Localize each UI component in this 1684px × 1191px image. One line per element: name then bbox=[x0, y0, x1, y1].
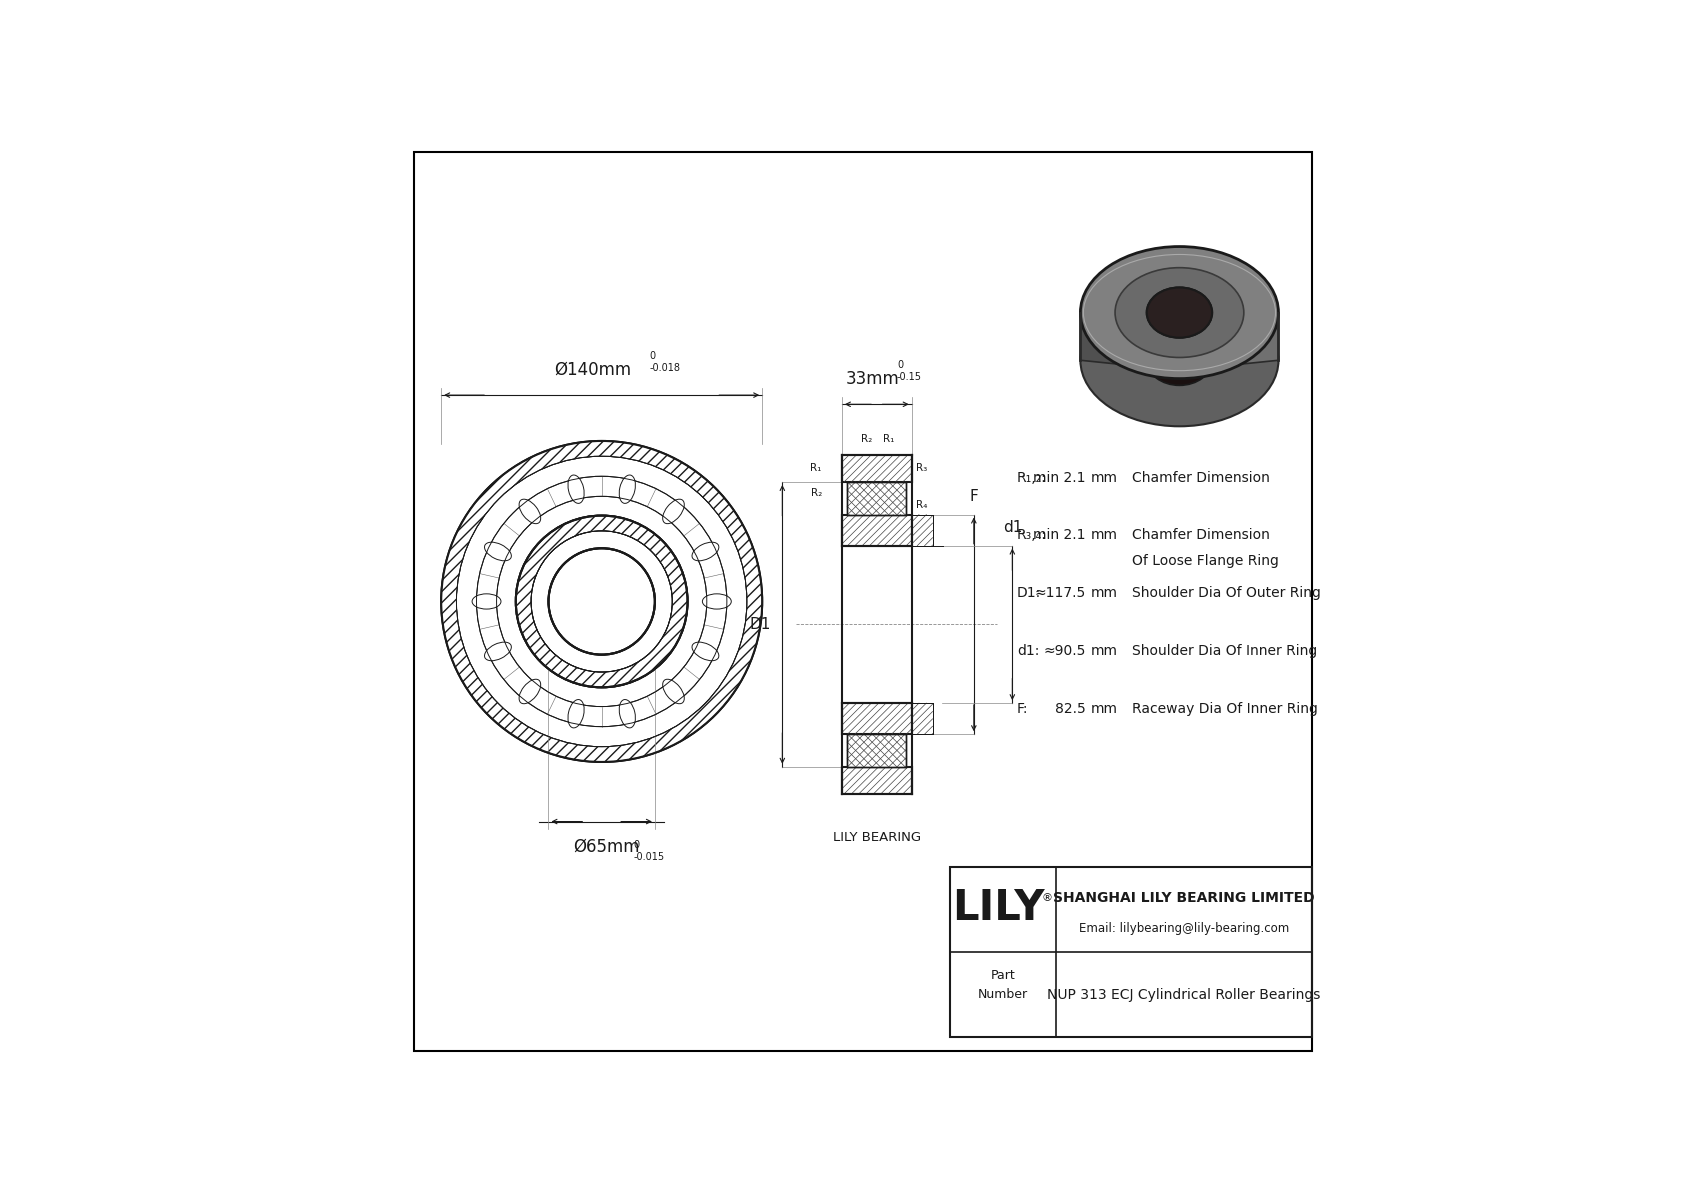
Text: Part
Number: Part Number bbox=[978, 969, 1027, 1002]
Text: R₂: R₂ bbox=[861, 434, 872, 444]
Ellipse shape bbox=[519, 499, 541, 524]
Text: R₂: R₂ bbox=[810, 487, 822, 498]
Text: ≈117.5: ≈117.5 bbox=[1034, 586, 1086, 600]
Text: 0: 0 bbox=[650, 351, 655, 361]
Bar bbox=[842, 767, 911, 794]
Ellipse shape bbox=[692, 542, 719, 561]
Text: F: F bbox=[970, 488, 978, 504]
Text: LILY BEARING: LILY BEARING bbox=[834, 831, 921, 843]
Bar bbox=[847, 482, 906, 515]
Ellipse shape bbox=[1081, 247, 1278, 379]
Text: Shoulder Dia Of Inner Ring: Shoulder Dia Of Inner Ring bbox=[1132, 644, 1317, 657]
Text: LILY: LILY bbox=[951, 887, 1044, 929]
Ellipse shape bbox=[485, 642, 512, 661]
Text: Raceway Dia Of Inner Ring: Raceway Dia Of Inner Ring bbox=[1132, 701, 1317, 716]
Text: mm: mm bbox=[1091, 701, 1118, 716]
Ellipse shape bbox=[568, 475, 584, 504]
Text: ≈90.5: ≈90.5 bbox=[1044, 644, 1086, 657]
Text: NUP 313 ECJ Cylindrical Roller Bearings: NUP 313 ECJ Cylindrical Roller Bearings bbox=[1047, 987, 1320, 1002]
Ellipse shape bbox=[1081, 294, 1278, 426]
Text: -0.015: -0.015 bbox=[633, 852, 665, 862]
Ellipse shape bbox=[1147, 287, 1212, 338]
Bar bbox=[842, 515, 911, 545]
Bar bbox=[842, 703, 911, 734]
Text: mm: mm bbox=[1091, 470, 1118, 485]
Text: 33mm: 33mm bbox=[845, 369, 899, 388]
Text: Email: lilybearing@lily-bearing.com: Email: lilybearing@lily-bearing.com bbox=[1079, 922, 1290, 935]
Bar bbox=[847, 734, 906, 767]
Text: min 2.1: min 2.1 bbox=[1034, 470, 1086, 485]
Text: D1:: D1: bbox=[1017, 586, 1041, 600]
Ellipse shape bbox=[1147, 287, 1212, 338]
Text: Ø140mm: Ø140mm bbox=[554, 361, 632, 379]
Bar bbox=[911, 515, 933, 545]
Text: R₁,₂:: R₁,₂: bbox=[1017, 470, 1047, 485]
Bar bbox=[911, 703, 933, 734]
Text: -0.15: -0.15 bbox=[898, 373, 921, 382]
Ellipse shape bbox=[1147, 335, 1212, 386]
Polygon shape bbox=[1214, 312, 1278, 367]
Text: R₁: R₁ bbox=[810, 463, 822, 473]
Polygon shape bbox=[1081, 312, 1145, 367]
Text: mm: mm bbox=[1091, 529, 1118, 542]
Ellipse shape bbox=[485, 542, 512, 561]
Text: mm: mm bbox=[1091, 644, 1118, 657]
Bar bbox=[842, 455, 911, 482]
Ellipse shape bbox=[620, 699, 635, 728]
Bar bbox=[950, 867, 1312, 1037]
Text: R₁: R₁ bbox=[884, 434, 894, 444]
Text: -0.018: -0.018 bbox=[650, 363, 680, 373]
Ellipse shape bbox=[568, 699, 584, 728]
Text: min 2.1: min 2.1 bbox=[1034, 529, 1086, 542]
Ellipse shape bbox=[472, 594, 500, 609]
Ellipse shape bbox=[663, 679, 684, 704]
Text: d1: d1 bbox=[1002, 519, 1022, 535]
Text: 82.5: 82.5 bbox=[1056, 701, 1086, 716]
Text: R₃,₄:: R₃,₄: bbox=[1017, 529, 1047, 542]
Text: 0: 0 bbox=[633, 840, 640, 850]
Text: 0: 0 bbox=[898, 361, 903, 370]
Text: Shoulder Dia Of Outer Ring: Shoulder Dia Of Outer Ring bbox=[1132, 586, 1320, 600]
Text: Of Loose Flange Ring: Of Loose Flange Ring bbox=[1132, 554, 1278, 568]
Ellipse shape bbox=[519, 679, 541, 704]
Ellipse shape bbox=[692, 642, 719, 661]
Text: R₄: R₄ bbox=[916, 500, 928, 510]
Text: SHANGHAI LILY BEARING LIMITED: SHANGHAI LILY BEARING LIMITED bbox=[1052, 891, 1315, 905]
Text: Chamfer Dimension: Chamfer Dimension bbox=[1132, 470, 1270, 485]
Ellipse shape bbox=[663, 499, 684, 524]
Text: F:: F: bbox=[1017, 701, 1029, 716]
Ellipse shape bbox=[1115, 268, 1244, 357]
Ellipse shape bbox=[702, 594, 731, 609]
Text: Chamfer Dimension: Chamfer Dimension bbox=[1132, 529, 1270, 542]
Text: Ø65mm: Ø65mm bbox=[573, 838, 640, 856]
Ellipse shape bbox=[620, 475, 635, 504]
Text: R₃: R₃ bbox=[916, 463, 928, 473]
Text: mm: mm bbox=[1091, 586, 1118, 600]
Text: D1: D1 bbox=[749, 617, 771, 632]
Text: ®: ® bbox=[1041, 893, 1052, 903]
Text: d1:: d1: bbox=[1017, 644, 1039, 657]
